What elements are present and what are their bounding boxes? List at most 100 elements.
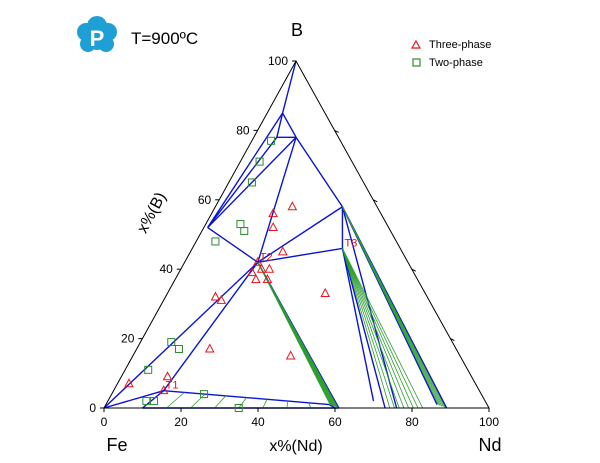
two-phase-marker-4 <box>174 345 183 354</box>
data-markers <box>124 136 331 412</box>
boundary-line-9 <box>103 261 259 409</box>
boundary-line-16 <box>103 389 164 409</box>
logo-letter: P <box>90 26 105 51</box>
two-phase-marker-0 <box>142 397 151 406</box>
two-phase-marker-6 <box>234 404 243 412</box>
left-tick-label-1: 20 <box>121 332 135 346</box>
left-tick-label-4: 80 <box>236 123 250 137</box>
bottom-tick-label-1: 20 <box>174 415 188 429</box>
three-phase-marker-11 <box>264 263 275 273</box>
axis-ticks: 0 20 40 60 80 100 0 20 40 60 80 100 <box>89 54 499 429</box>
chart-title: T=900ºC <box>131 29 198 48</box>
two-phase-marker-7 <box>211 237 220 246</box>
tie-line-2-5 <box>342 248 409 409</box>
bottom-tick-label-4: 80 <box>405 415 419 429</box>
right-tick-mark-20 <box>450 338 455 342</box>
tie-line-0-2 <box>190 393 206 409</box>
bottom-tick-label-3: 60 <box>328 415 342 429</box>
phase-boundaries <box>103 60 448 409</box>
right-tick-mark-40 <box>411 268 417 272</box>
three-phase-marker-13 <box>268 208 278 218</box>
two-phase-marker-12 <box>247 178 256 187</box>
three-phase-marker-2 <box>158 385 169 395</box>
three-phase-marker-12 <box>262 274 273 284</box>
two-phase-marker-5 <box>200 390 209 399</box>
left-tick-label-3: 60 <box>198 193 212 207</box>
corner-label-left: Fe <box>106 435 127 455</box>
invariant-label-t3: T3 <box>344 237 357 249</box>
three-phase-marker-10 <box>277 246 288 256</box>
two-phase-marker-1 <box>150 397 159 406</box>
three-phase-marker-7 <box>247 267 257 277</box>
tie-line-2-3 <box>342 248 400 409</box>
boundary-line-8 <box>207 226 259 263</box>
bottom-tick-label-0: 0 <box>101 415 108 429</box>
right-tick-mark-60 <box>372 199 378 203</box>
tie-line-2-2 <box>342 248 395 409</box>
tie-line-2-1 <box>342 248 391 409</box>
boundary-line-20 <box>341 248 375 402</box>
boundary-line-6 <box>207 136 297 229</box>
triangle-outline <box>103 59 490 409</box>
tie-line-2-8 <box>342 248 424 409</box>
left-tick-label-5: 100 <box>268 54 288 68</box>
corner-label-right: Nd <box>478 435 501 455</box>
two-phase-marker-10 <box>267 136 276 145</box>
three-phase-marker-0 <box>124 378 134 388</box>
boundary-line-12 <box>257 247 343 263</box>
three-phase-marker-1 <box>162 371 173 381</box>
boundary-line-21 <box>341 248 386 409</box>
boundary-line-11 <box>295 136 343 208</box>
three-phase-marker-8 <box>252 256 263 266</box>
three-phase-marker-9 <box>256 263 267 273</box>
tie-line-0-6 <box>286 401 289 409</box>
legend-square-icon <box>412 58 421 67</box>
two-phase-marker-3 <box>167 338 176 347</box>
boundary-line-1 <box>207 112 284 228</box>
boundary-line-4 <box>281 112 297 138</box>
triangle-frame <box>103 59 490 409</box>
tie-line-2-4 <box>342 248 405 409</box>
legend-triangle-icon <box>410 39 422 49</box>
tie-line-2-7 <box>342 248 419 409</box>
logo-icon: P <box>77 16 117 52</box>
two-phase-marker-2 <box>144 365 153 374</box>
tie-line-0-1 <box>166 392 185 409</box>
legend-label-three-phase: Three-phase <box>429 39 491 51</box>
three-phase-marker-15 <box>268 221 278 232</box>
three-phase-marker-4 <box>216 294 227 304</box>
three-phase-marker-3 <box>210 291 221 301</box>
legend: Three-phase Two-phase <box>410 39 491 69</box>
boundary-line-3 <box>276 112 284 138</box>
left-tick-label-0: 0 <box>89 401 96 415</box>
two-phase-marker-9 <box>240 227 249 236</box>
tie-line-0-3 <box>214 395 227 409</box>
tie-line-2-6 <box>342 248 414 409</box>
bottom-tick-label-5: 100 <box>479 415 499 429</box>
three-phase-marker-17 <box>285 350 296 360</box>
tie-line-0-5 <box>262 399 268 409</box>
two-phase-marker-11 <box>255 157 264 166</box>
legend-label-two-phase: Two-phase <box>429 57 483 69</box>
bottom-tick-label-2: 40 <box>251 415 265 429</box>
tie-line-0-4 <box>238 397 247 409</box>
boundary-line-2 <box>207 136 278 228</box>
three-phase-marker-5 <box>204 343 215 353</box>
three-phase-marker-6 <box>251 274 261 284</box>
two-phase-marker-8 <box>236 220 245 229</box>
invariant-label-t1: T1 <box>166 380 179 392</box>
tie-lines <box>166 206 446 409</box>
tie-line-3-5 <box>342 206 446 408</box>
three-phase-marker-16 <box>320 287 331 297</box>
left-tick-label-2: 40 <box>159 262 173 276</box>
boundary-line-10 <box>257 206 343 263</box>
x-axis-label: x%(Nd) <box>269 438 322 455</box>
boundary-line-7 <box>257 137 297 263</box>
boundary-line-15 <box>163 261 259 392</box>
three-phase-marker-14 <box>287 201 298 211</box>
tie-line-0-7 <box>308 402 312 409</box>
invariant-labels: T1 T2 T3 <box>166 237 358 391</box>
tie-line-1-9 <box>257 262 331 406</box>
right-tick-mark-80 <box>334 129 339 133</box>
